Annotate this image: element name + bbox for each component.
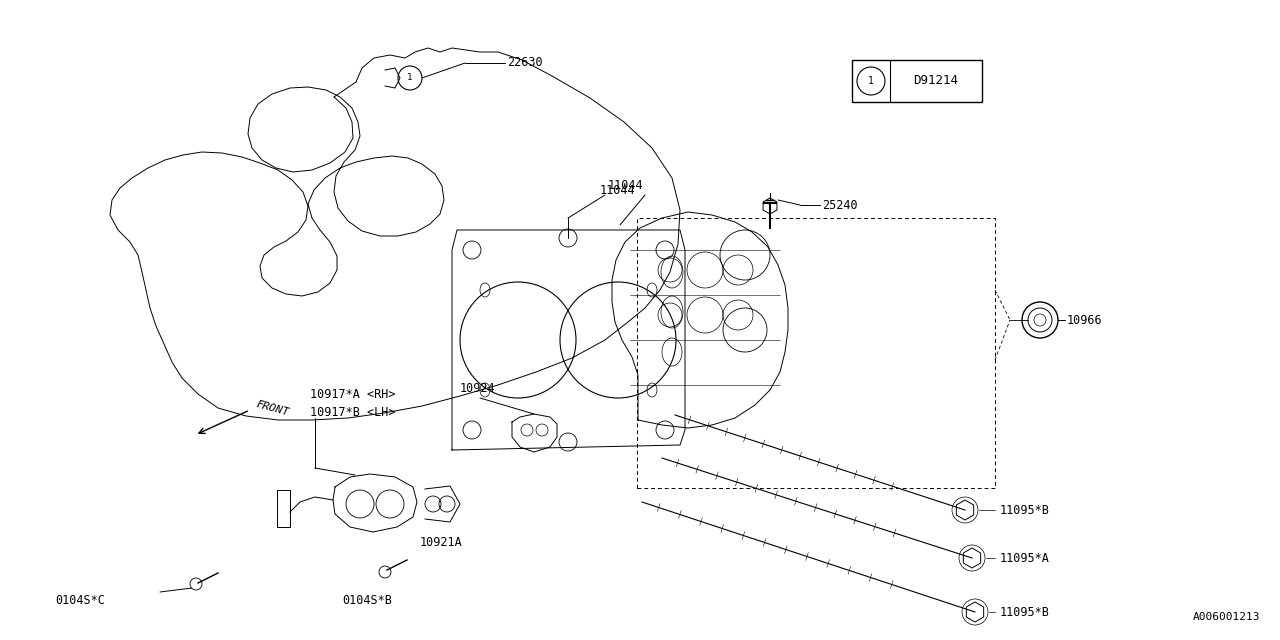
Text: 11095*B: 11095*B (1000, 605, 1050, 618)
Text: 11095*B: 11095*B (1000, 504, 1050, 516)
Text: D91214: D91214 (914, 74, 959, 88)
Text: 10917*B <LH>: 10917*B <LH> (310, 406, 396, 419)
Text: 25240: 25240 (822, 198, 858, 211)
Text: 10921A: 10921A (420, 536, 463, 549)
Text: A006001213: A006001213 (1193, 612, 1260, 622)
Text: 1: 1 (407, 74, 412, 83)
Text: 0104S*C: 0104S*C (55, 593, 105, 607)
Text: 1: 1 (868, 76, 874, 86)
Polygon shape (956, 500, 974, 520)
Text: 11095*A: 11095*A (1000, 552, 1050, 564)
Text: 10917*A <RH>: 10917*A <RH> (310, 388, 396, 401)
Text: FRONT: FRONT (255, 399, 291, 417)
Text: 11044: 11044 (608, 179, 644, 192)
Text: 10966: 10966 (1068, 314, 1102, 326)
Text: 10924: 10924 (460, 382, 495, 395)
Polygon shape (763, 198, 777, 214)
Text: 22630: 22630 (507, 56, 543, 70)
Text: 0104S*B: 0104S*B (342, 593, 392, 607)
Polygon shape (966, 602, 983, 622)
Text: 11044: 11044 (600, 184, 636, 196)
Polygon shape (964, 548, 980, 568)
